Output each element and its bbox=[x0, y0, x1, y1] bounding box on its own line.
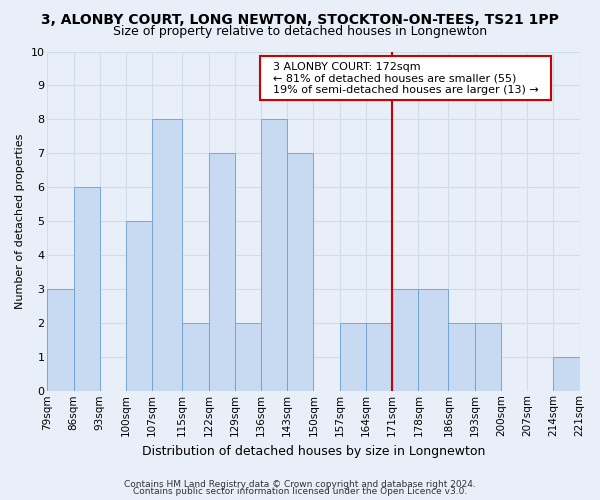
Text: Contains HM Land Registry data © Crown copyright and database right 2024.: Contains HM Land Registry data © Crown c… bbox=[124, 480, 476, 489]
Bar bbox=[418, 290, 448, 392]
Bar bbox=[553, 358, 580, 392]
Text: Size of property relative to detached houses in Longnewton: Size of property relative to detached ho… bbox=[113, 25, 487, 38]
Bar bbox=[366, 324, 392, 392]
Bar bbox=[475, 324, 501, 392]
Bar bbox=[209, 154, 235, 392]
Bar bbox=[235, 324, 261, 392]
Bar bbox=[74, 188, 100, 392]
Y-axis label: Number of detached properties: Number of detached properties bbox=[15, 134, 25, 309]
Text: Contains public sector information licensed under the Open Licence v3.0.: Contains public sector information licen… bbox=[133, 487, 467, 496]
Bar bbox=[448, 324, 475, 392]
Bar bbox=[392, 290, 418, 392]
Bar bbox=[340, 324, 366, 392]
Bar bbox=[261, 120, 287, 392]
Text: 3, ALONBY COURT, LONG NEWTON, STOCKTON-ON-TEES, TS21 1PP: 3, ALONBY COURT, LONG NEWTON, STOCKTON-O… bbox=[41, 12, 559, 26]
Bar bbox=[126, 222, 152, 392]
Bar bbox=[182, 324, 209, 392]
Bar bbox=[47, 290, 74, 392]
Bar bbox=[287, 154, 313, 392]
X-axis label: Distribution of detached houses by size in Longnewton: Distribution of detached houses by size … bbox=[142, 444, 485, 458]
Text: 3 ALONBY COURT: 172sqm  
  ← 81% of detached houses are smaller (55)  
  19% of : 3 ALONBY COURT: 172sqm ← 81% of detached… bbox=[266, 62, 545, 95]
Bar bbox=[152, 120, 182, 392]
